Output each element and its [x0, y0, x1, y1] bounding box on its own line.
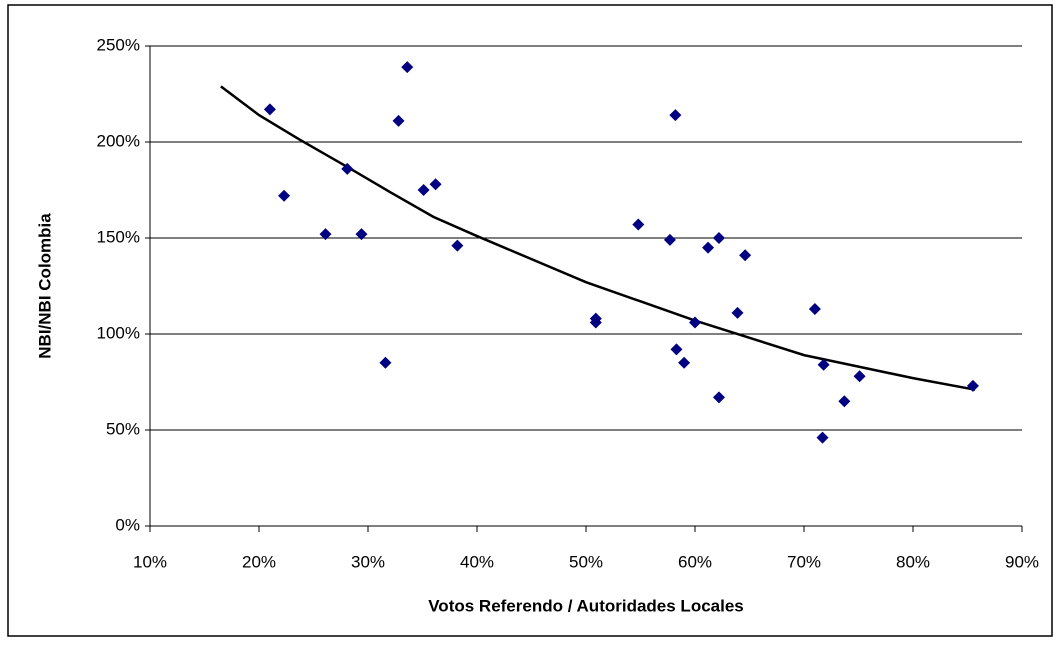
y-axis-label: NBI/NBI Colombia [35, 213, 54, 359]
point [678, 356, 691, 369]
point [429, 178, 442, 191]
point [816, 431, 829, 444]
point [669, 109, 682, 122]
y-tick-label: 150% [97, 227, 140, 246]
point [319, 228, 332, 241]
point [263, 103, 276, 116]
point [712, 232, 725, 244]
x-tick-label: 30% [351, 552, 385, 571]
point [278, 189, 291, 202]
point [451, 239, 464, 252]
point [853, 370, 866, 383]
x-tick-label: 50% [569, 552, 603, 571]
point [663, 233, 676, 246]
y-tick-label: 200% [97, 131, 140, 150]
x-tick-label: 10% [133, 552, 167, 571]
point [670, 343, 683, 356]
point [712, 391, 725, 404]
point [392, 114, 405, 127]
x-tick-label: 60% [678, 552, 712, 571]
point [838, 395, 851, 408]
point [739, 249, 752, 262]
y-tick-label: 250% [97, 35, 140, 54]
x-tick-label: 20% [242, 552, 276, 571]
point [401, 61, 414, 74]
point [379, 356, 392, 369]
point [417, 184, 430, 196]
point [731, 306, 744, 319]
x-tick-label: 40% [460, 552, 494, 571]
trendline [220, 85, 976, 391]
chart-frame [7, 4, 1053, 637]
point [808, 303, 821, 316]
point [589, 316, 602, 329]
point [341, 162, 354, 175]
y-tick-label: 100% [97, 323, 140, 342]
point [689, 316, 701, 329]
y-tick-label: 0% [115, 515, 140, 534]
point [355, 228, 368, 241]
point [817, 358, 830, 371]
x-axis-label: Votos Referendo / Autoridades Locales [428, 596, 744, 615]
x-tick-label: 90% [1005, 552, 1039, 571]
point [632, 218, 645, 231]
x-tick-label: 70% [787, 552, 821, 571]
x-tick-label: 80% [896, 552, 930, 571]
point [966, 379, 979, 392]
point [702, 241, 715, 254]
y-tick-label: 50% [106, 419, 140, 438]
